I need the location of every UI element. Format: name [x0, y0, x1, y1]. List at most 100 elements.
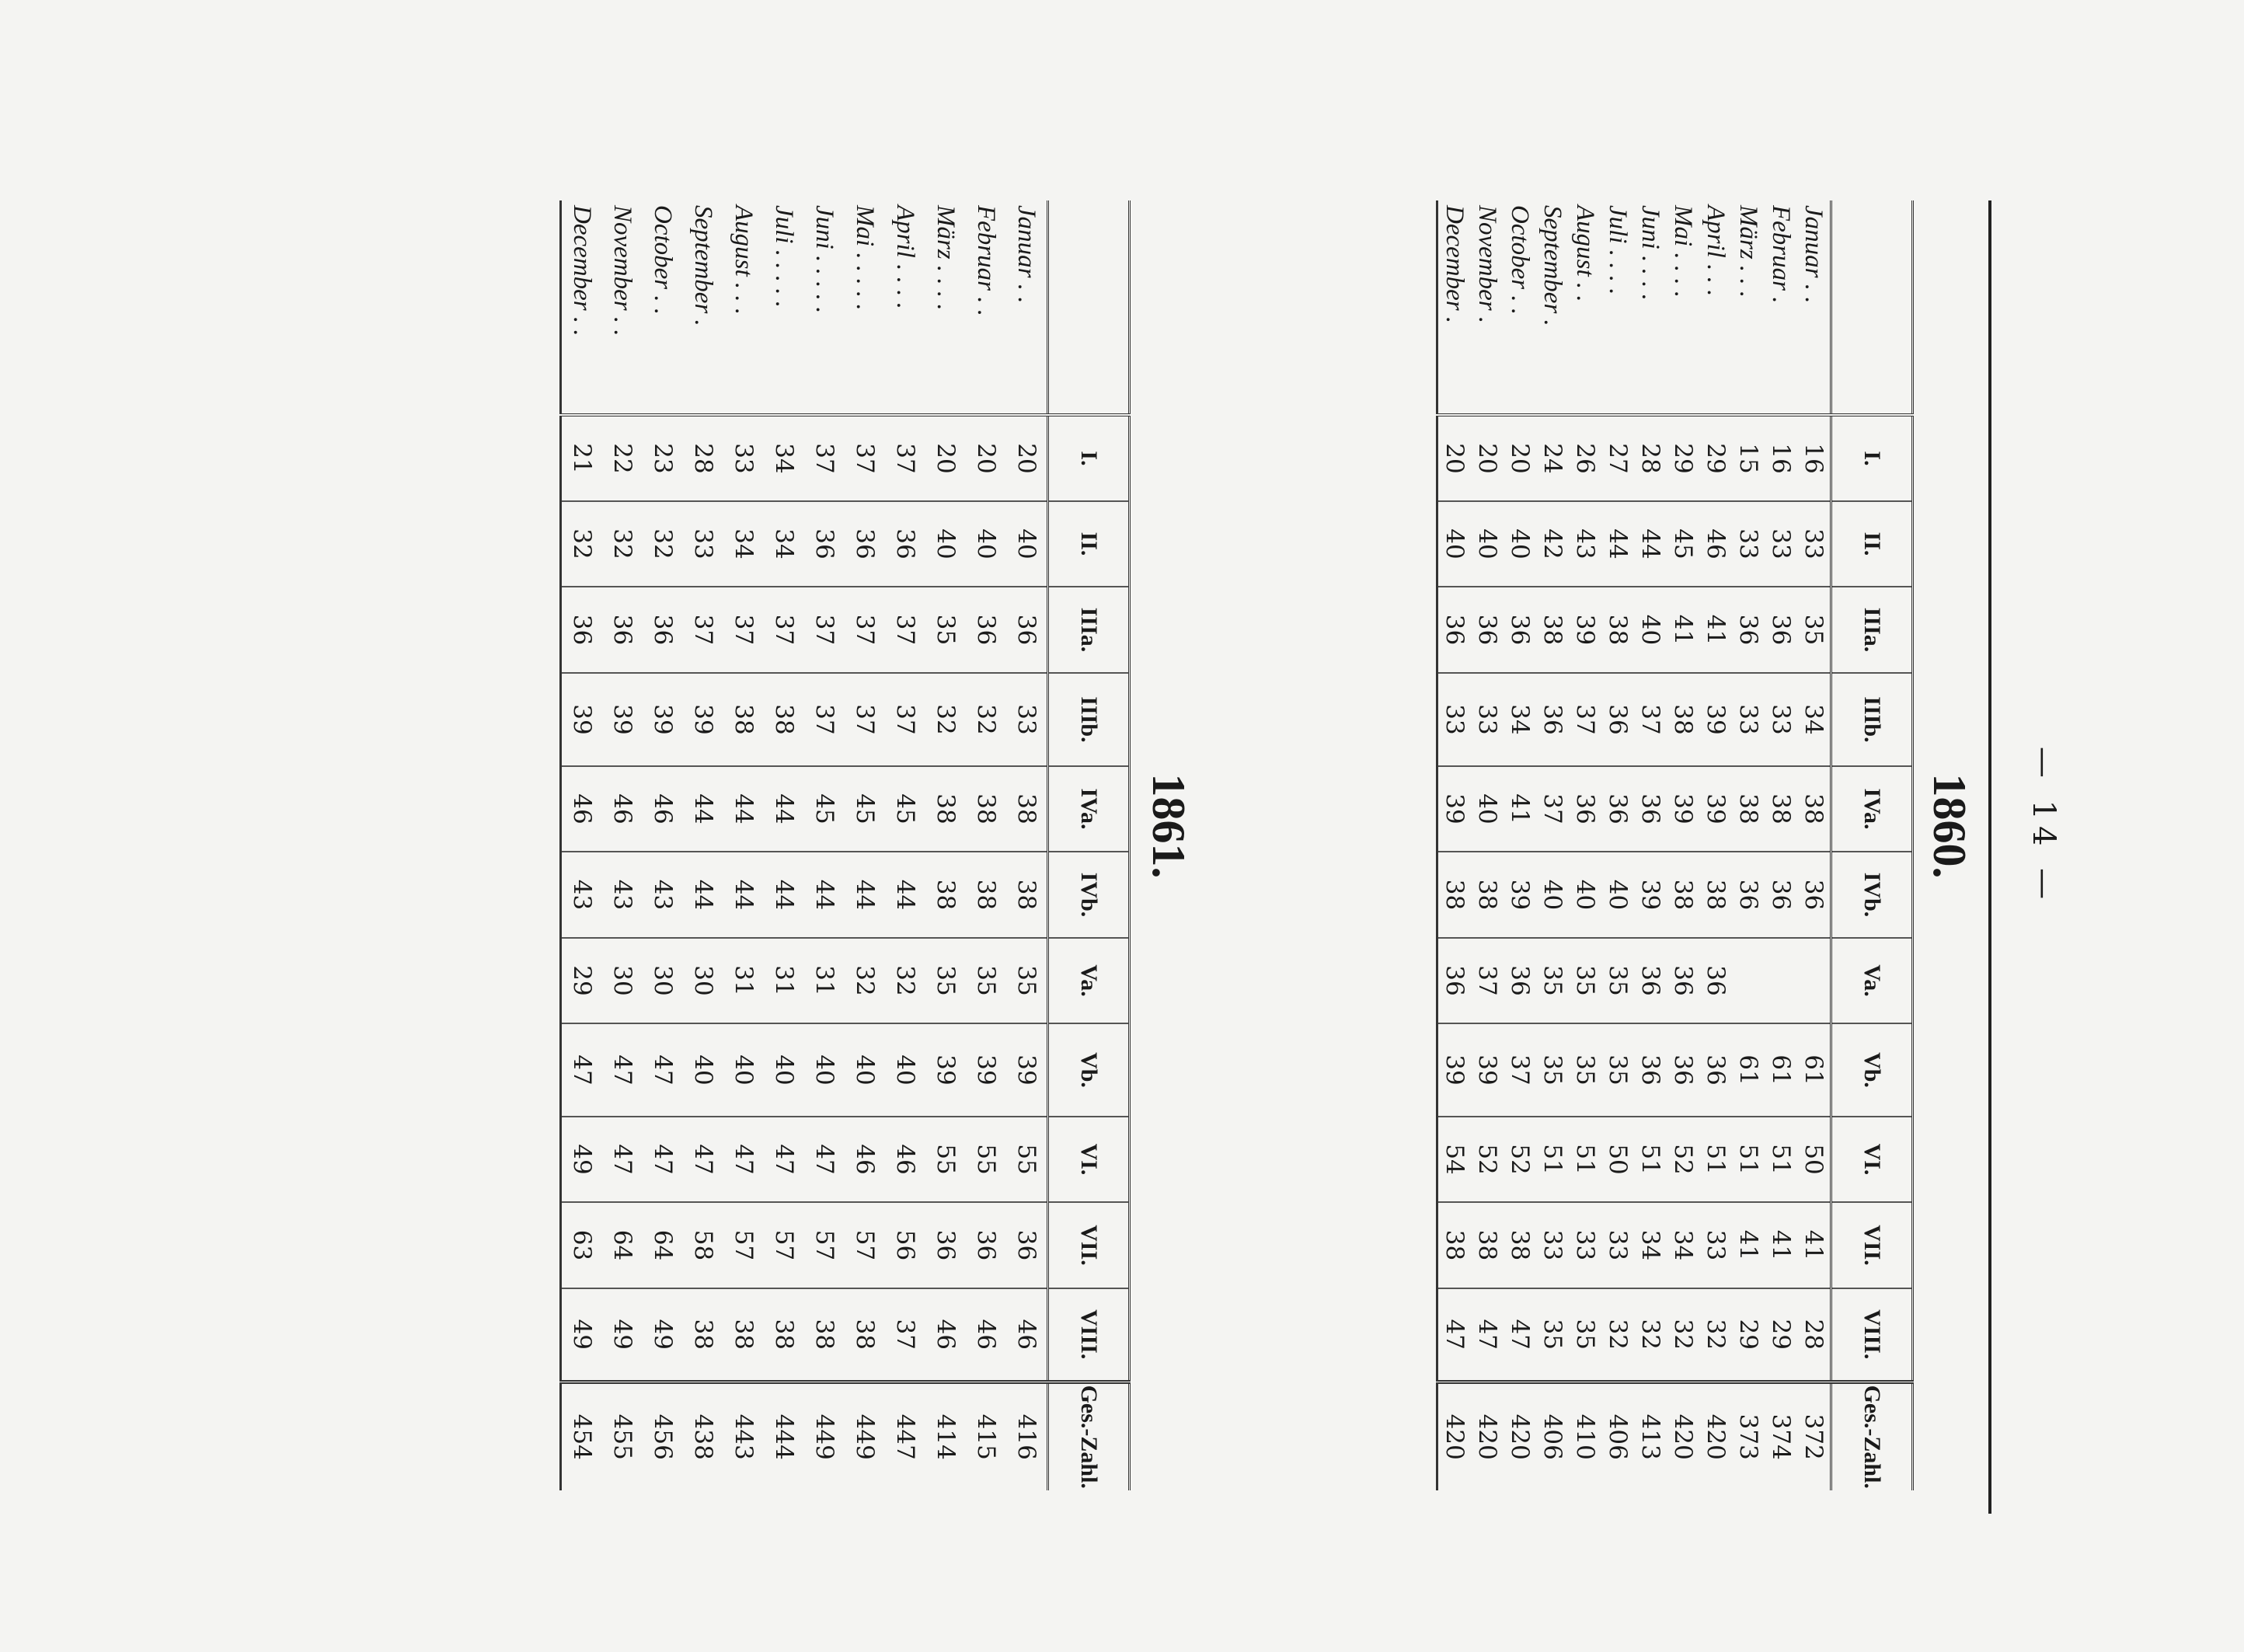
- value-cell: 38: [1601, 587, 1634, 673]
- value-cell: 36: [1634, 938, 1667, 1023]
- value-cell: 39: [1437, 1023, 1471, 1117]
- value-cell: 38: [1504, 1202, 1536, 1288]
- value-cell: 39: [1699, 766, 1732, 852]
- value-cell: 29: [1765, 1288, 1797, 1382]
- value-cell: 23: [643, 415, 683, 501]
- table-row: Juli . . . . . 34 34 37 38 44 44 31 40 47 57 38 444: [764, 200, 804, 1490]
- column-header: II.: [1831, 501, 1913, 587]
- value-cell: 33: [1569, 1202, 1601, 1288]
- value-cell: 36: [1504, 938, 1536, 1023]
- value-cell: 28: [683, 415, 723, 501]
- total-cell: 372: [1797, 1382, 1831, 1490]
- value-cell: 34: [764, 415, 804, 501]
- column-header: Va.: [1831, 938, 1913, 1023]
- value-cell: 20: [966, 415, 1006, 501]
- value-cell: 38: [1437, 852, 1471, 938]
- value-cell: 51: [1536, 1117, 1569, 1202]
- value-cell: 44: [723, 852, 764, 938]
- value-cell: 33: [683, 501, 723, 587]
- value-cell: 39: [1699, 673, 1732, 766]
- total-cell: 438: [683, 1382, 723, 1490]
- value-cell: 40: [1437, 501, 1471, 587]
- month-cell: Januar . .: [1012, 205, 1041, 304]
- value-cell: 41: [1504, 766, 1536, 852]
- column-header: VII.: [1047, 1202, 1130, 1288]
- value-cell: 35: [966, 938, 1006, 1023]
- month-cell: August . .: [1571, 205, 1600, 302]
- value-cell: 46: [966, 1288, 1006, 1382]
- column-header: IIIb.: [1047, 673, 1130, 766]
- value-cell: 39: [1437, 766, 1471, 852]
- value-cell: 38: [845, 1288, 885, 1382]
- value-cell: 36: [1437, 938, 1471, 1023]
- value-cell: 52: [1504, 1117, 1536, 1202]
- month-cell: October . .: [1506, 205, 1535, 315]
- month-cell: April . . . .: [891, 205, 920, 309]
- month-cell: November .: [1473, 205, 1502, 324]
- value-cell: 35: [1569, 1288, 1601, 1382]
- value-cell: 36: [602, 587, 643, 673]
- value-cell: 46: [643, 766, 683, 852]
- column-header: I.: [1831, 415, 1913, 501]
- value-cell: 37: [1569, 673, 1601, 766]
- table-row: August . . 26 43 39 37 36 40 35 35 51 33 35 410: [1569, 200, 1601, 1490]
- value-cell: 37: [804, 673, 845, 766]
- value-cell: 39: [1569, 587, 1601, 673]
- value-cell: 40: [1006, 501, 1048, 587]
- value-cell: 35: [1536, 938, 1569, 1023]
- value-cell: 37: [845, 673, 885, 766]
- table-row: Juni . . . . . 37 36 37 37 45 44 31 40 47 57 38 449: [804, 200, 845, 1490]
- value-cell: 27: [1601, 415, 1634, 501]
- value-cell: 32: [966, 673, 1006, 766]
- value-cell: 57: [723, 1202, 764, 1288]
- total-cell: 410: [1569, 1382, 1601, 1490]
- value-cell: 40: [1569, 852, 1601, 938]
- table-row: Mai . . . . . 37 36 37 37 45 44 32 40 46 57 38 449: [845, 200, 885, 1490]
- column-header: VI.: [1047, 1117, 1130, 1202]
- value-cell: 36: [1634, 1023, 1667, 1117]
- value-cell: 51: [1765, 1117, 1797, 1202]
- value-cell: 29: [560, 938, 602, 1023]
- value-cell: 39: [966, 1023, 1006, 1117]
- value-cell: 24: [1536, 415, 1569, 501]
- value-cell: 50: [1797, 1117, 1831, 1202]
- total-cell: 455: [602, 1382, 643, 1490]
- value-cell: 33: [1437, 673, 1471, 766]
- table-row: August . . . 33 34 37 38 44 44 31 40 47 57 38 443: [723, 200, 764, 1490]
- value-cell: 35: [1601, 1023, 1634, 1117]
- value-cell: 36: [1634, 766, 1667, 852]
- value-cell: 38: [1765, 766, 1797, 852]
- value-cell: 39: [1634, 852, 1667, 938]
- value-cell: 37: [885, 673, 925, 766]
- value-cell: 39: [1006, 1023, 1048, 1117]
- value-cell: 40: [966, 501, 1006, 587]
- value-cell: 43: [560, 852, 602, 938]
- value-cell: 38: [966, 852, 1006, 938]
- value-cell: 33: [1699, 1202, 1732, 1288]
- column-header: IVb.: [1047, 852, 1130, 938]
- value-cell: 36: [966, 1202, 1006, 1288]
- value-cell: 47: [602, 1117, 643, 1202]
- value-cell: 47: [804, 1117, 845, 1202]
- value-cell: 39: [602, 673, 643, 766]
- value-cell: 37: [723, 587, 764, 673]
- value-cell: 36: [1765, 852, 1797, 938]
- value-cell: 47: [764, 1117, 804, 1202]
- value-cell: [1732, 938, 1765, 1023]
- value-cell: 49: [560, 1288, 602, 1382]
- total-cell: 414: [925, 1382, 966, 1490]
- value-cell: 44: [764, 852, 804, 938]
- value-cell: 28: [1634, 415, 1667, 501]
- value-cell: 33: [723, 415, 764, 501]
- value-cell: 38: [1471, 852, 1504, 938]
- value-cell: 46: [1699, 501, 1732, 587]
- month-cell: Februar . .: [972, 205, 1001, 316]
- column-header: IVa.: [1831, 766, 1913, 852]
- value-cell: 36: [1006, 587, 1048, 673]
- value-cell: 36: [804, 501, 845, 587]
- value-cell: 37: [885, 587, 925, 673]
- value-cell: 20: [1437, 415, 1471, 501]
- table-row: September . 24 42 38 36 37 40 35 35 51 33 35 406: [1536, 200, 1569, 1490]
- value-cell: 32: [925, 673, 966, 766]
- table-row: April . . . 29 46 41 39 39 38 36 36 51 33 32 420: [1699, 200, 1732, 1490]
